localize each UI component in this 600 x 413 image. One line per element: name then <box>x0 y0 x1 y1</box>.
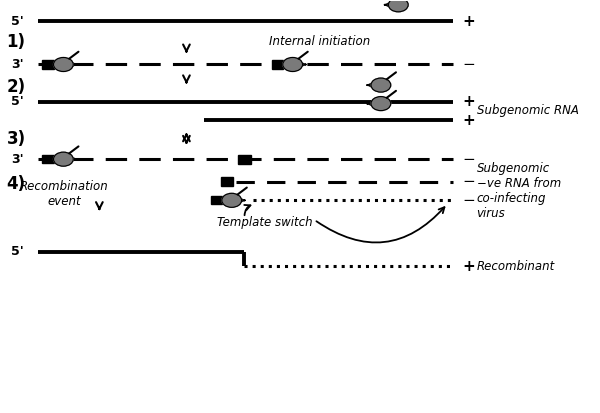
Circle shape <box>371 97 391 111</box>
Circle shape <box>371 78 391 92</box>
Circle shape <box>388 0 408 12</box>
Text: −: − <box>462 57 475 72</box>
Bar <box>43 155 54 163</box>
Text: 3': 3' <box>11 58 24 71</box>
Circle shape <box>222 193 242 207</box>
Circle shape <box>283 57 302 71</box>
Circle shape <box>53 152 73 166</box>
Bar <box>238 154 251 164</box>
Text: −: − <box>462 174 475 189</box>
Circle shape <box>53 57 73 71</box>
Text: +: + <box>462 259 475 274</box>
Text: −: − <box>462 193 475 208</box>
Text: 3': 3' <box>11 153 24 166</box>
Bar <box>272 60 283 69</box>
Text: Recombinant: Recombinant <box>476 260 555 273</box>
Text: Recombination
event: Recombination event <box>20 180 109 208</box>
Text: 4): 4) <box>7 175 26 193</box>
Bar <box>43 60 54 69</box>
Text: 3): 3) <box>7 130 26 147</box>
Text: Subgenomic RNA: Subgenomic RNA <box>476 104 578 117</box>
Text: Template switch: Template switch <box>217 216 313 230</box>
Text: Internal initiation: Internal initiation <box>269 36 371 48</box>
Text: −: − <box>462 152 475 167</box>
Text: +: + <box>462 94 475 109</box>
Text: 5': 5' <box>11 245 24 258</box>
Text: +: + <box>462 113 475 128</box>
Bar <box>221 177 233 186</box>
Text: +: + <box>462 14 475 29</box>
Text: 5': 5' <box>11 95 24 108</box>
Text: Subgenomic
−ve RNA from
co-infecting
virus: Subgenomic −ve RNA from co-infecting vir… <box>476 162 561 220</box>
Text: 1): 1) <box>7 33 25 51</box>
Text: 2): 2) <box>7 78 26 96</box>
Text: 5': 5' <box>11 15 24 28</box>
Bar <box>211 196 223 204</box>
